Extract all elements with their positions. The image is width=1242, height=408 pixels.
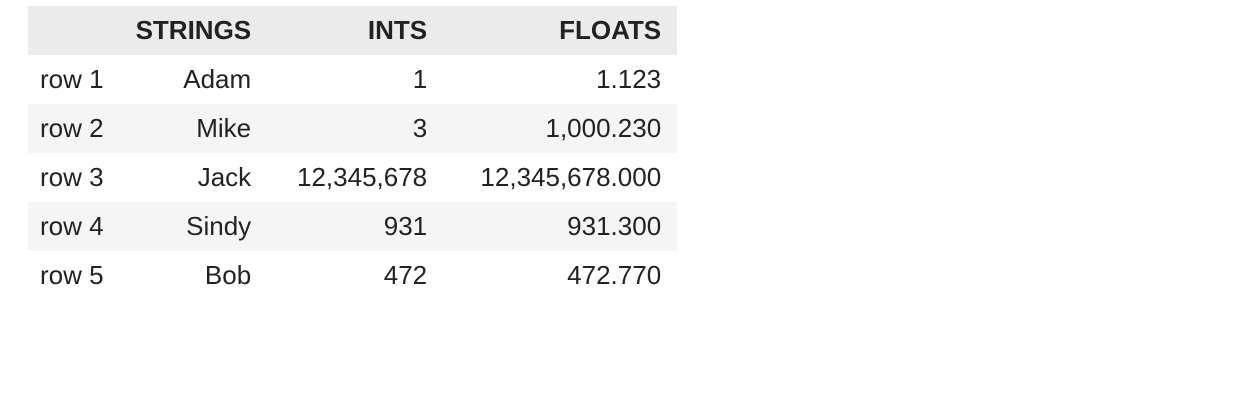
cell-ints: 1	[412, 64, 428, 94]
cell-floats: 472.770	[567, 260, 662, 290]
cell-strings: Adam	[183, 64, 252, 94]
table-header: STRINGS INTS FLOATS	[28, 6, 678, 55]
row-index: row 1	[40, 64, 104, 94]
cell-ints: 931	[383, 211, 428, 241]
table-row: row 4 Sindy 931 931.300	[28, 202, 678, 251]
header-row: STRINGS INTS FLOATS	[28, 6, 678, 55]
cell-ints: 3	[412, 113, 428, 143]
table-row: row 2 Mike 3 1,000.230	[28, 104, 678, 153]
cell-ints: 472	[383, 260, 428, 290]
cell-floats: 1.123	[596, 64, 662, 94]
column-header-floats: FLOATS	[443, 6, 678, 55]
column-header-ints: INTS	[267, 6, 444, 55]
table-row: row 1 Adam 1 1.123	[28, 55, 678, 104]
dataframe-container: STRINGS INTS FLOATS row 1 Adam 1 1.123 r…	[28, 6, 678, 300]
cell-strings: Jack	[197, 162, 252, 192]
cell-strings: Mike	[196, 113, 252, 143]
cell-floats: 12,345,678.000	[480, 162, 662, 192]
table-row: row 5 Bob 472 472.770	[28, 251, 678, 300]
cell-floats: 1,000.230	[545, 113, 662, 143]
table-row: row 3 Jack 12,345,678 12,345,678.000	[28, 153, 678, 202]
column-header-strings: STRINGS	[119, 6, 268, 55]
row-index: row 4	[40, 211, 104, 241]
row-index: row 3	[40, 162, 104, 192]
cell-floats: 931.300	[567, 211, 662, 241]
row-index: row 2	[40, 113, 104, 143]
index-header-cell	[28, 6, 120, 55]
cell-strings: Sindy	[186, 211, 252, 241]
cell-strings: Bob	[204, 260, 252, 290]
cell-ints: 12,345,678	[297, 162, 428, 192]
row-index: row 5	[40, 260, 104, 290]
table-body: row 1 Adam 1 1.123 row 2 Mike 3 1,000.23…	[28, 55, 678, 300]
dataframe-table: STRINGS INTS FLOATS row 1 Adam 1 1.123 r…	[28, 6, 678, 300]
